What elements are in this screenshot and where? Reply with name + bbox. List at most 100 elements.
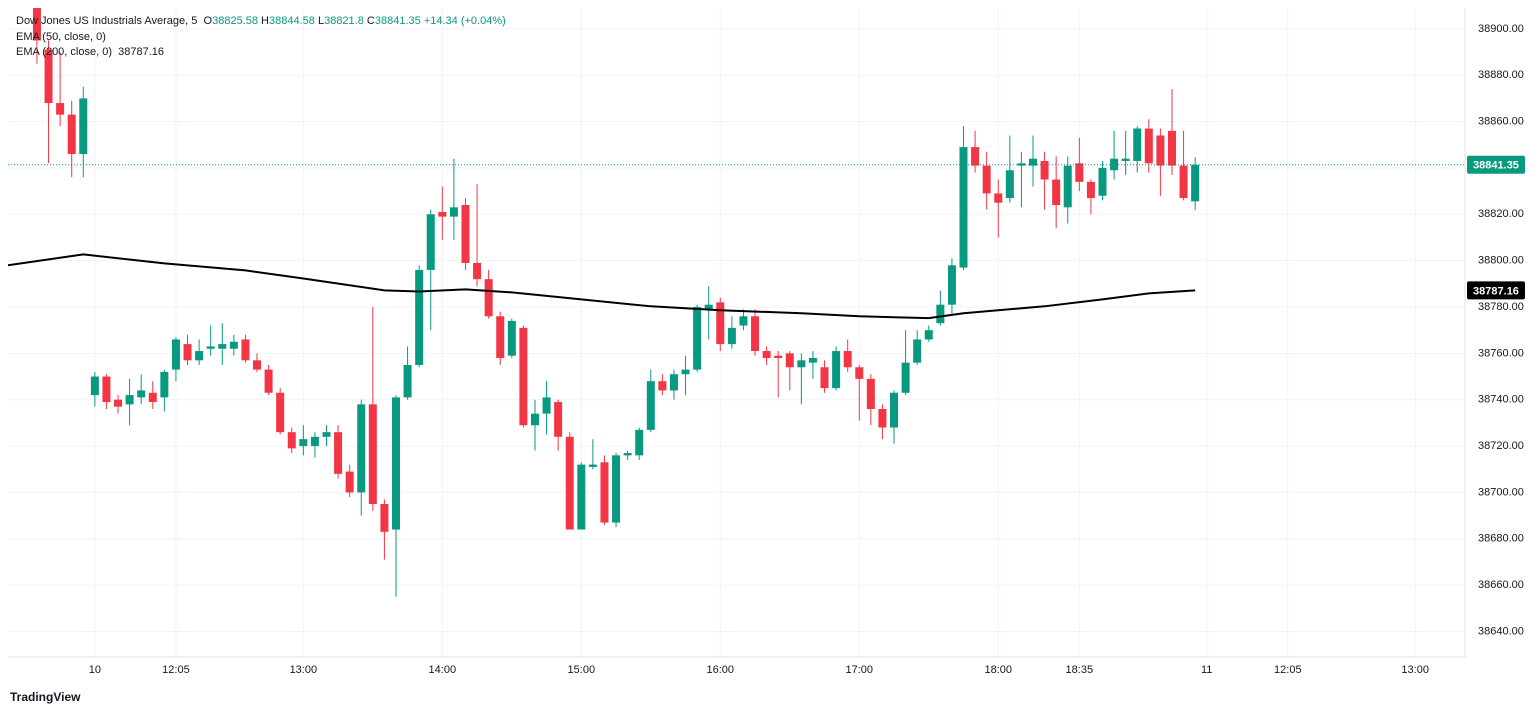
candle-body — [357, 404, 366, 493]
candle-body — [229, 341, 238, 349]
candle-body — [287, 432, 296, 449]
candle-body — [681, 369, 690, 375]
candle-body — [669, 374, 678, 391]
y-tick-label: 38740.00 — [1478, 394, 1524, 406]
x-tick-label: 11 — [1201, 664, 1212, 676]
x-tick-label: 13:00 — [1401, 664, 1429, 676]
candle-body — [658, 381, 667, 391]
candle-body — [368, 404, 377, 505]
candle-body — [635, 429, 644, 456]
candle-body — [542, 397, 551, 414]
candle-body — [959, 147, 968, 268]
grid — [8, 8, 1465, 657]
candle-body — [241, 339, 250, 361]
candle-body — [206, 346, 215, 349]
indicator-name: EMA (200, close, 0) — [16, 46, 112, 58]
last-price-label: 38841.35 — [1473, 160, 1519, 172]
candle-body — [751, 316, 760, 352]
candle-body — [913, 339, 922, 363]
candle-body — [577, 464, 586, 530]
candle-body — [797, 360, 806, 368]
candle-body — [1144, 128, 1153, 164]
candle-body — [484, 279, 493, 317]
candle-body — [994, 193, 1003, 203]
last-price-badge — [1467, 155, 1525, 174]
y-tick-label: 38800.00 — [1478, 255, 1524, 267]
ohlc-value: 38825.58 — [212, 15, 258, 27]
legend-row: EMA (200, close, 0) 38787.16 — [16, 45, 506, 61]
plot-area — [8, 8, 1465, 597]
candle-body — [924, 330, 933, 340]
y-tick-label: 38900.00 — [1478, 23, 1524, 35]
candle-body — [79, 98, 88, 155]
y-tick-label: 38780.00 — [1478, 301, 1524, 313]
x-tick-label: 18:35 — [1066, 664, 1094, 676]
candle-body — [727, 327, 736, 345]
candle-body — [160, 371, 169, 398]
candle-body — [785, 353, 794, 368]
candle-body — [1167, 130, 1176, 166]
candle-body — [1121, 158, 1130, 161]
candle-body — [1133, 128, 1142, 161]
candle-body — [461, 205, 470, 263]
legend-row: EMA (50, close, 0) — [16, 30, 506, 46]
candle-body — [334, 432, 343, 474]
candle-body — [1040, 160, 1049, 180]
x-tick-label: 16:00 — [707, 664, 735, 676]
y-tick-label: 38760.00 — [1478, 347, 1524, 359]
candle-body — [1110, 158, 1119, 171]
candle-body — [137, 390, 146, 398]
ohlc-key: L — [317, 15, 325, 27]
candle-body — [1098, 167, 1107, 196]
candle-body — [971, 147, 980, 166]
candle-body — [936, 304, 945, 324]
indicator-name: EMA (50, close, 0) — [16, 30, 106, 43]
ohlc-key: C — [366, 15, 375, 27]
candle-body — [1052, 179, 1061, 206]
candle-body — [530, 413, 539, 426]
candle-body — [646, 381, 655, 430]
y-tick-label: 38880.00 — [1478, 69, 1524, 81]
candle-body — [183, 344, 192, 361]
candle-body — [623, 453, 632, 456]
candle-body — [322, 432, 331, 437]
candle-body — [820, 367, 829, 389]
candle-body — [415, 269, 424, 365]
candle-body — [253, 360, 262, 370]
candle-body — [554, 402, 563, 437]
candle-body — [600, 462, 609, 523]
symbol-title: Dow Jones US Industrials Average, 5 — [16, 15, 198, 27]
candle-body — [426, 214, 435, 270]
candle-body — [843, 351, 852, 368]
y-tick-label: 38720.00 — [1478, 440, 1524, 452]
candle-body — [866, 378, 875, 409]
ohlc-key: H — [261, 15, 269, 27]
candle-body — [125, 395, 134, 405]
candle-body — [1075, 163, 1084, 182]
candle-body — [102, 376, 111, 403]
candle-body — [264, 369, 273, 393]
indicator-value: 38787.16 — [118, 46, 165, 58]
y-tick-label: 38700.00 — [1478, 486, 1524, 498]
candle-body — [774, 355, 783, 358]
candle-body — [195, 351, 204, 361]
ohlc-value: 38821.8 — [324, 15, 364, 27]
y-tick-label: 38860.00 — [1478, 115, 1524, 127]
candle-body — [612, 455, 621, 523]
candle-body — [44, 49, 53, 104]
candle-body — [947, 265, 956, 305]
candle-body — [693, 307, 702, 370]
candle-body — [345, 471, 354, 493]
candle-body — [762, 351, 771, 358]
candle-body — [56, 103, 65, 115]
x-tick-label: 12:05 — [1274, 664, 1302, 676]
axes: 38640.00 38660.00 38680.00 38700.00 38720.00… — [89, 23, 1525, 676]
candle-body — [1005, 170, 1014, 199]
candle-body — [832, 351, 841, 389]
candle-body — [855, 367, 864, 379]
change: +14.34 (+0.04%) — [423, 15, 506, 27]
candle-body — [565, 436, 574, 530]
candle-body — [901, 362, 910, 393]
